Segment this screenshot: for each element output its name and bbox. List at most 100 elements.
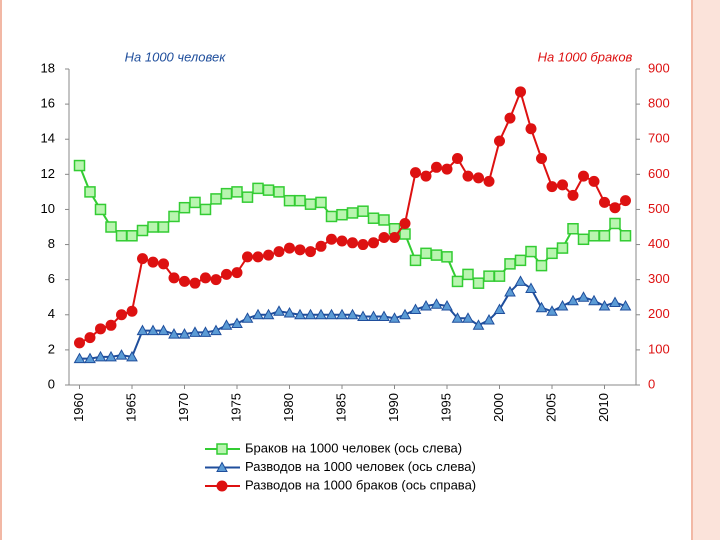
marker xyxy=(588,175,600,187)
marker xyxy=(115,349,128,360)
marker xyxy=(525,245,537,258)
y-tick-label: 0 xyxy=(48,376,55,391)
marker xyxy=(136,324,149,336)
marker xyxy=(619,230,632,242)
marker xyxy=(210,193,222,205)
marker xyxy=(315,240,327,252)
marker xyxy=(378,310,390,322)
y-axis-title: На 1000 человек xyxy=(125,49,227,64)
x-tick-label: 2000 xyxy=(491,393,506,422)
marker xyxy=(126,305,138,317)
marker xyxy=(462,312,474,323)
marker xyxy=(567,223,579,235)
y-tick-label: 2 xyxy=(48,341,55,356)
marker xyxy=(273,186,285,198)
marker xyxy=(241,191,254,203)
marker xyxy=(315,308,327,320)
marker xyxy=(200,272,211,284)
marker xyxy=(262,184,275,196)
marker xyxy=(493,270,506,282)
marker xyxy=(168,210,180,223)
y2-tick-label: 400 xyxy=(648,236,670,251)
marker xyxy=(420,170,432,182)
marker xyxy=(189,196,201,209)
marker xyxy=(304,198,317,210)
marker xyxy=(367,310,380,322)
x-tick-label: 1975 xyxy=(228,393,243,422)
marker xyxy=(252,251,264,263)
marker xyxy=(74,337,85,349)
marker xyxy=(325,308,338,320)
marker xyxy=(430,298,443,309)
marker xyxy=(262,308,275,320)
marker xyxy=(147,324,159,336)
marker xyxy=(189,277,201,289)
marker xyxy=(483,314,495,325)
marker xyxy=(304,308,317,320)
y-tick-label: 10 xyxy=(41,201,55,216)
x-tick-label: 1970 xyxy=(176,393,191,422)
y2-tick-label: 500 xyxy=(648,201,670,216)
marker xyxy=(284,242,295,254)
marker xyxy=(347,237,358,249)
marker xyxy=(388,312,401,323)
y2-tick-label: 700 xyxy=(648,131,670,146)
marker xyxy=(609,202,621,214)
marker xyxy=(231,267,243,279)
marker xyxy=(84,186,96,198)
y-tick-label: 6 xyxy=(48,271,55,286)
marker xyxy=(494,135,505,147)
marker xyxy=(567,294,579,306)
marker xyxy=(210,324,222,336)
y2-tick-label: 900 xyxy=(648,60,670,75)
marker xyxy=(598,230,611,242)
marker xyxy=(556,242,569,254)
marker xyxy=(336,208,348,221)
marker xyxy=(535,259,548,272)
y-tick-label: 4 xyxy=(48,306,55,321)
marker xyxy=(346,207,359,219)
marker xyxy=(536,153,547,165)
marker xyxy=(294,308,306,320)
marker xyxy=(199,203,212,216)
marker xyxy=(410,167,421,179)
marker xyxy=(178,328,191,339)
y2-tick-label: 200 xyxy=(648,306,670,321)
marker xyxy=(357,310,369,322)
marker xyxy=(609,296,621,307)
y2-tick-label: 0 xyxy=(648,376,655,391)
marker xyxy=(283,194,296,207)
marker xyxy=(221,268,232,280)
series-line xyxy=(79,280,626,360)
marker xyxy=(504,258,516,270)
marker xyxy=(336,308,348,320)
marker xyxy=(609,217,621,230)
marker xyxy=(231,317,243,329)
legend-label: Браков на 1000 человек (ось слева) xyxy=(245,440,462,455)
marker xyxy=(105,221,117,233)
marker xyxy=(588,230,600,242)
marker xyxy=(273,305,285,316)
y2-tick-label: 600 xyxy=(648,166,670,181)
y2-tick-label: 100 xyxy=(648,341,670,356)
marker xyxy=(136,224,149,237)
marker xyxy=(546,247,558,260)
marker xyxy=(472,319,485,330)
y-tick-label: 8 xyxy=(48,236,55,251)
marker xyxy=(598,299,611,311)
marker xyxy=(441,163,453,175)
marker xyxy=(567,189,579,201)
x-tick-label: 1960 xyxy=(71,393,86,422)
marker xyxy=(504,285,516,297)
marker xyxy=(483,175,495,187)
marker xyxy=(315,196,327,209)
marker xyxy=(409,254,422,267)
marker xyxy=(389,232,400,244)
marker xyxy=(294,244,306,256)
y-tick-label: 12 xyxy=(41,166,55,181)
marker xyxy=(336,235,348,247)
x-tick-label: 2010 xyxy=(596,393,611,422)
marker xyxy=(73,159,86,172)
marker xyxy=(137,253,148,265)
